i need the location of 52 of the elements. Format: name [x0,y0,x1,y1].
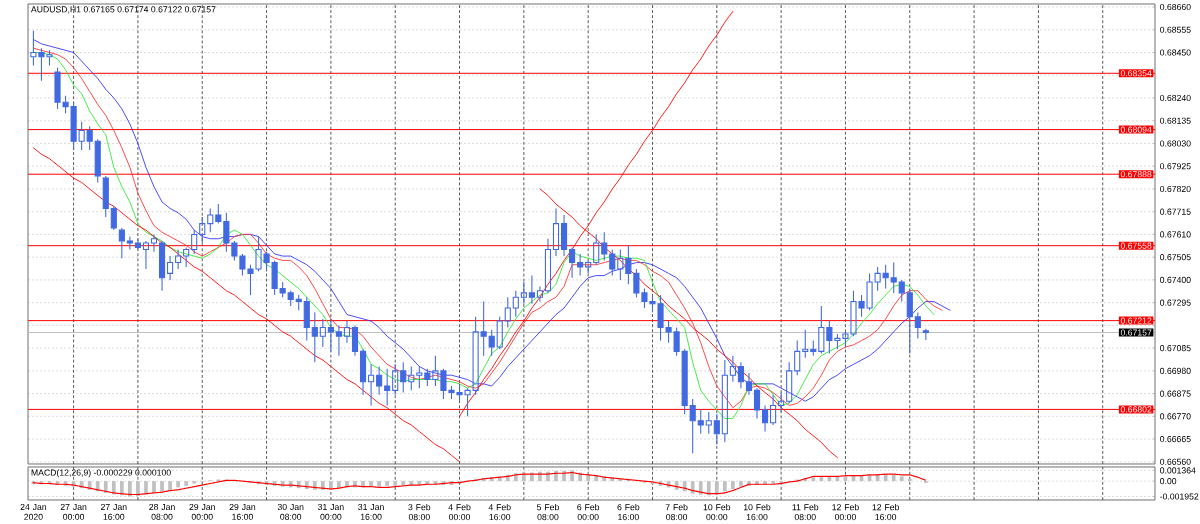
x-tick-label: 3 Feb 08:00 [408,503,431,521]
x-tick-label: 29 Jan 16:00 [229,503,256,520]
x-tick-label: 27 Jan 00:00 [60,503,87,520]
x-tick-label: 31 Jan 16:00 [358,503,384,520]
chart-title: AUDUSD,H1 0.67165 0.67174 0.67122 0.67157 [30,6,216,14]
y-tick-label: 0.67085 [1160,345,1191,352]
y-tick-label: 0.00 [1160,478,1177,485]
x-tick-label: 12 Feb 00:00 [832,503,859,521]
x-tick-label: 28 Jan 08:00 [149,503,175,520]
x-tick-label: 27 Jan 16:00 [100,503,127,520]
x-tick-label: 10 Feb 16:00 [743,503,771,521]
y-tick-label: 0.67505 [1160,254,1191,261]
x-tick-label: 6 Feb 16:00 [617,503,640,521]
x-tick-label: 4 Feb 16:00 [488,503,511,521]
x-tick-label: 4 Feb 00:00 [448,503,471,521]
x-tick-label: 7 Feb 08:00 [665,503,688,521]
y-tick-label: 0.67715 [1160,208,1191,215]
y-tick-label: 0.68240 [1160,94,1191,102]
y-tick-label: 0.66770 [1160,413,1191,420]
x-tick-label: 12 Feb 16:00 [872,503,900,521]
y-tick-label: 0.66665 [1160,436,1191,443]
y-tick-label: 0.68555 [1160,26,1191,33]
y-tick-label: 0.001364 [1160,467,1196,474]
x-tick-label: 10 Feb 00:00 [703,503,731,521]
y-tick-label: 0.68030 [1160,140,1191,147]
y-tick-label: 0.67400 [1160,276,1191,283]
ref-line-label: 0.68354 [1120,70,1152,77]
y-tick-label: 0.67610 [1160,231,1191,238]
ref-line-label: 0.67212 [1120,317,1152,324]
y-tick-label: 0.67295 [1160,299,1191,306]
x-tick-label: 5 Feb 08:00 [537,503,559,521]
ref-line-label: 0.68094 [1120,126,1152,133]
y-tick-label: 0.66980 [1160,367,1191,374]
y-tick-label: 0.66875 [1160,390,1191,397]
x-tick-label: 30 Jan 08:00 [277,503,304,520]
ref-line-label: 0.67157 [1120,329,1152,336]
y-tick-label: -0.001952 [1160,493,1199,500]
x-tick-label: 24 Jan 2020 [20,503,47,520]
y-tick-label: 0.68660 [1160,3,1191,11]
x-tick-label: 29 Jan 00:00 [189,503,215,520]
y-tick-label: 0.66560 [1160,458,1191,465]
ref-line-label: 0.67558 [1120,242,1152,249]
y-tick-label: 0.67925 [1160,163,1191,170]
ref-line-label: 0.67888 [1120,171,1152,178]
x-tick-label: 11 Feb 08:00 [792,503,819,521]
x-tick-label: 6 Feb 00:00 [577,503,600,521]
ref-line-label: 0.66802 [1120,406,1152,413]
x-tick-label: 31 Jan 00:00 [317,503,344,520]
y-tick-label: 0.68135 [1160,117,1191,124]
chart-title: MACD(12,26,9) -0.000229 0.000100 [31,469,171,478]
y-tick-label: 0.68450 [1160,49,1191,56]
y-tick-label: 0.67820 [1160,185,1191,193]
